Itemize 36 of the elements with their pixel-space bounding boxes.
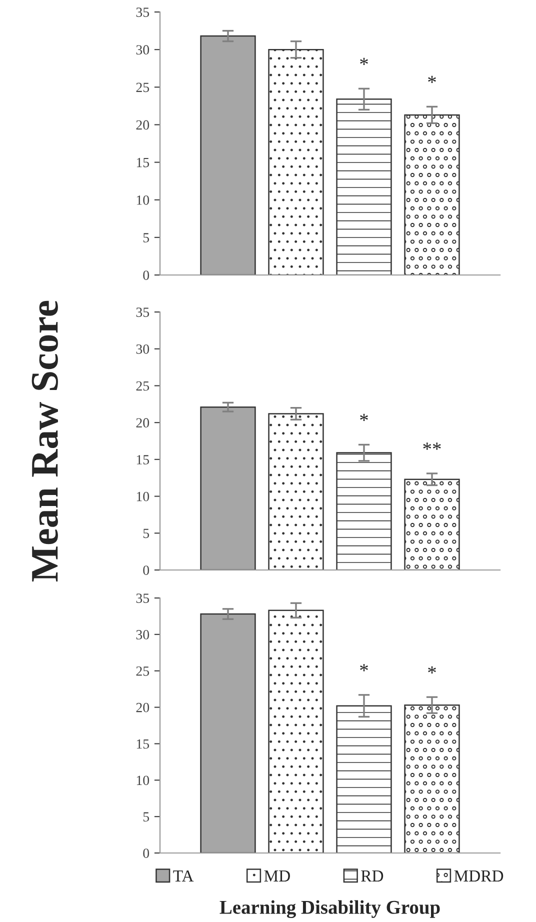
y-tick-label: 30 [136, 344, 150, 354]
y-tick-label: 10 [136, 492, 150, 502]
y-tick-label: 35 [136, 8, 150, 17]
y-tick-label: 10 [136, 776, 150, 786]
y-tick-label: 15 [136, 739, 150, 749]
x-axis-title: Learning Disability Group [220, 900, 440, 918]
legend-label: TA [173, 870, 194, 882]
y-tick-label: 5 [143, 233, 150, 242]
data-label: * [360, 58, 368, 66]
data-label: ** [423, 442, 441, 450]
y-tick-label: 0 [143, 566, 150, 575]
legend-label: MDRD [454, 870, 504, 882]
data-label: * [428, 666, 436, 674]
y-tick-label: 35 [136, 308, 150, 317]
y-tick-label: 20 [136, 120, 150, 130]
data-label: * [428, 76, 436, 84]
y-tick-label: 10 [136, 195, 150, 205]
y-tick-label: 30 [136, 630, 150, 640]
y-tick-label: 30 [136, 45, 150, 55]
y-tick-label: 5 [143, 812, 150, 822]
y-tick-label: 0 [143, 270, 150, 280]
y-tick-label: 15 [136, 158, 150, 168]
y-tick-label: 0 [143, 848, 150, 858]
y-tick-label: 25 [136, 381, 150, 391]
y-tick-label: 25 [136, 82, 150, 92]
y-tick-label: 25 [136, 666, 150, 676]
y-tick-label: 20 [136, 418, 150, 428]
y-tick-label: 15 [136, 455, 150, 464]
data-label: * [360, 664, 368, 672]
y-tick-label: 20 [136, 702, 150, 712]
y-tick-label: 35 [136, 594, 150, 603]
legend-label: RD [361, 870, 384, 882]
y-axis-title: Mean Raw Score [32, 300, 58, 582]
y-tick-label: 5 [143, 528, 150, 538]
legend-label: MD [264, 870, 290, 882]
data-label: * [360, 414, 368, 422]
